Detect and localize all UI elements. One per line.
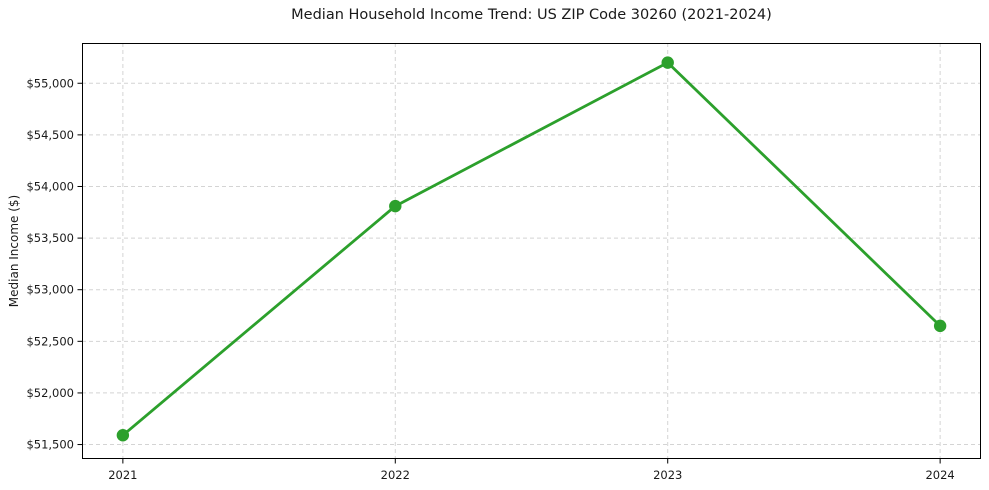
trend-line — [121, 61, 942, 437]
data-point-2023 — [661, 56, 674, 69]
x-tick-label: 2021 — [108, 468, 137, 482]
axes-spines — [82, 43, 981, 459]
data-point-2021 — [116, 429, 130, 442]
x-tick-label: 2023 — [653, 468, 682, 482]
y-tick-label: $51,500 — [26, 438, 74, 452]
data-point-2024 — [933, 319, 947, 333]
y-tick-label: $53,000 — [26, 283, 74, 297]
y-tick-label: $52,500 — [26, 334, 74, 348]
data-point-2022 — [389, 199, 402, 213]
x-tick-label: 2022 — [381, 468, 410, 482]
x-tick-label: 2024 — [925, 468, 954, 482]
y-tick-label: $53,500 — [26, 231, 74, 245]
y-tick-label: $55,000 — [26, 76, 74, 90]
y-axis-label: Median Income ($) — [7, 194, 21, 308]
y-tick-label: $54,500 — [26, 128, 74, 142]
y-tick-label: $54,000 — [26, 179, 74, 193]
y-tick-label: $52,000 — [26, 386, 74, 400]
chart-title: Median Household Income Trend: US ZIP Co… — [291, 7, 772, 23]
